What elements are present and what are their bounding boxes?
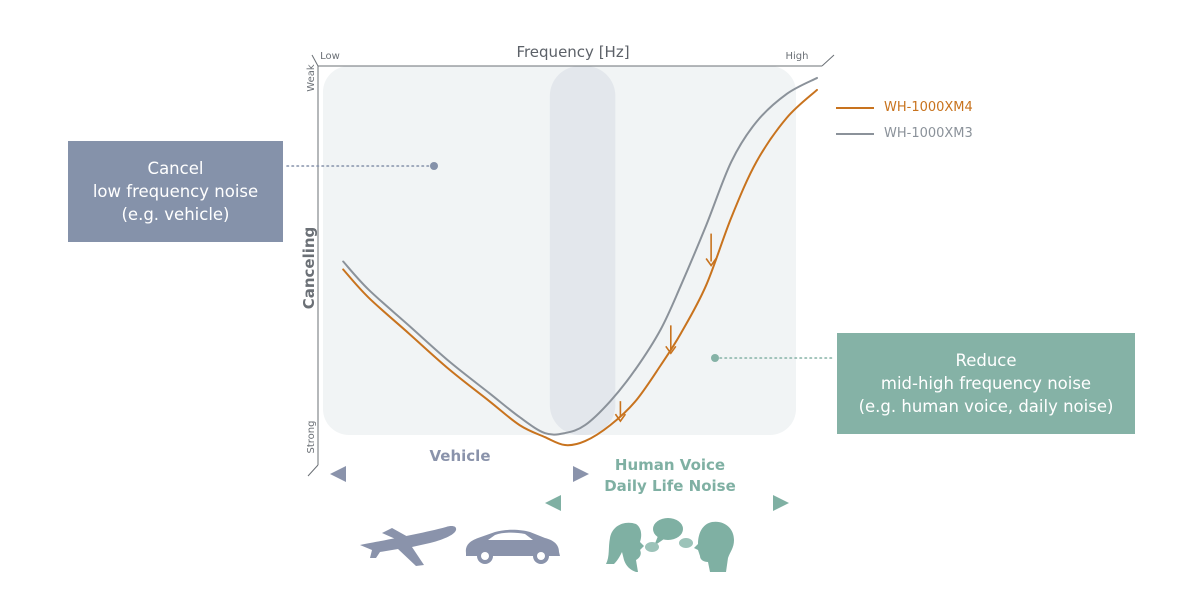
highlight-band — [549, 66, 616, 435]
vehicle-band-label: Vehicle — [429, 447, 491, 465]
x-axis-label: Frequency [Hz] — [516, 43, 629, 61]
man-talking-icon — [694, 521, 734, 572]
legend-entry-xm3: WH-1000XM3 — [836, 126, 973, 141]
human-band-label: Human Voice Daily Life Noise — [580, 455, 760, 497]
series-line-wh-1000xm3 — [342, 76, 818, 436]
mid-high-frequency-callout: Reduce mid-high frequency noise (e.g. hu… — [837, 333, 1135, 434]
speech-bubbles-icon — [645, 518, 693, 552]
legend-label-xm4: WH-1000XM4 — [884, 100, 973, 115]
callout-line: (e.g. vehicle) — [121, 205, 230, 224]
left-callout-dot — [430, 162, 438, 170]
x-axis-tick-right — [821, 54, 835, 67]
legend-label-xm3: WH-1000XM3 — [884, 126, 973, 141]
woman-talking-icon — [606, 522, 644, 572]
x-axis-low-label: Low — [320, 51, 340, 62]
legend-swatch-xm4 — [836, 106, 874, 109]
callout-line: low frequency noise — [92, 182, 259, 201]
human-band-label-line: Human Voice — [614, 456, 726, 474]
car-icon — [465, 529, 560, 564]
right-callout-dot — [711, 354, 719, 362]
series-layer — [342, 76, 818, 447]
y-axis-top-label: Weak — [306, 64, 317, 92]
y-axis-label: Canceling — [300, 227, 318, 310]
reduction-arrow — [665, 325, 677, 355]
airplane-icon — [360, 526, 457, 566]
human-band-label-line: Daily Life Noise — [604, 477, 736, 495]
x-axis-tick-left — [311, 54, 319, 67]
legend-entry-xm4: WH-1000XM4 — [836, 100, 973, 115]
x-axis-high-label: High — [786, 51, 809, 62]
vehicle-range-arrow — [330, 466, 589, 482]
legend-swatch-xm3 — [836, 132, 874, 135]
low-frequency-callout: Cancel low frequency noise (e.g. vehicle… — [68, 141, 283, 242]
callout-line: Reduce — [955, 351, 1017, 370]
reduction-arrow — [705, 233, 717, 267]
series-line-wh-1000xm4 — [342, 88, 818, 447]
y-axis-bottom-label: Strong — [306, 421, 317, 454]
y-axis-tick-bottom — [307, 464, 319, 477]
callout-line: (e.g. human voice, daily noise) — [858, 397, 1114, 416]
human-range-arrow — [545, 495, 789, 511]
callout-line: mid-high frequency noise — [880, 374, 1092, 393]
reduction-arrows — [614, 233, 717, 423]
reduction-arrow — [614, 401, 627, 423]
callout-line: Cancel — [147, 159, 204, 178]
